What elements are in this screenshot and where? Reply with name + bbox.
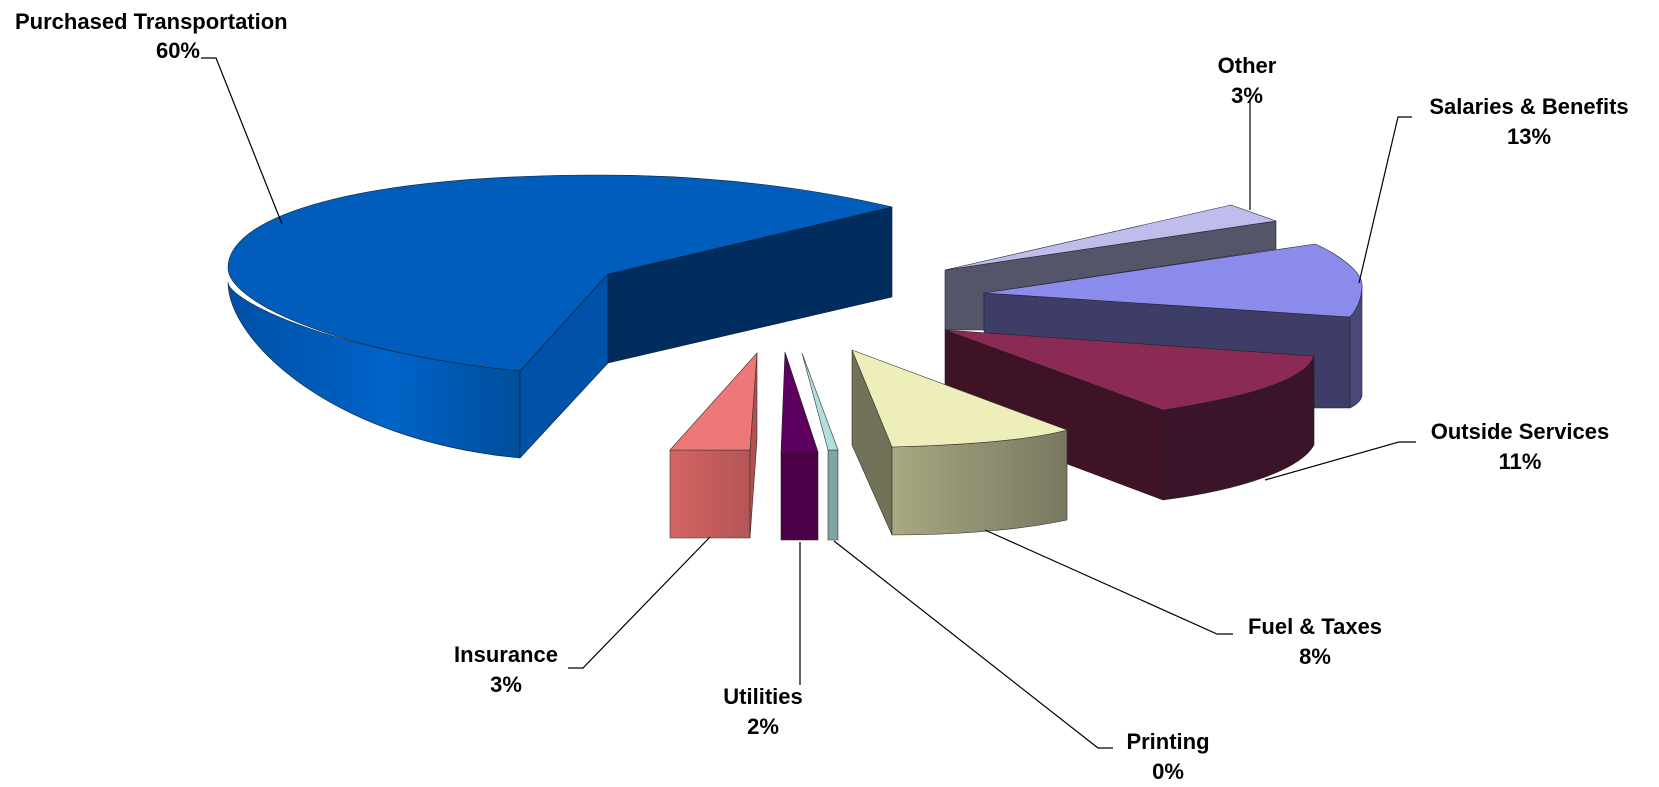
- leader-insurance: [568, 536, 711, 669]
- pct-other: 3%: [1231, 83, 1263, 108]
- pct-utilities: 2%: [747, 714, 779, 739]
- slice-printing-side: [827, 449, 839, 541]
- pct-outside-services: 11%: [1499, 449, 1542, 474]
- label-insurance: Insurance: [454, 642, 558, 667]
- label-outside-services: Outside Services: [1431, 419, 1610, 444]
- slice-salaries-benefits-top: [983, 243, 1363, 318]
- slice-other-top: [944, 204, 1277, 271]
- slice-insurance: [669, 352, 758, 539]
- label-other: Other: [1218, 53, 1277, 78]
- label-printing: Printing: [1126, 729, 1209, 754]
- slice-utilities-top: [780, 351, 819, 453]
- leader-outside-services: [1264, 441, 1416, 481]
- label-salaries-benefits: Salaries & Benefits: [1429, 94, 1628, 119]
- slice-purchased-transportation: [227, 174, 893, 459]
- pct-printing: 0%: [1152, 759, 1184, 784]
- slice-fuel-taxes: [851, 349, 1068, 536]
- pct-salaries-benefits: 13%: [1507, 124, 1551, 149]
- leader-printing: [833, 540, 1113, 749]
- slice-outside-services-top: [944, 329, 1315, 411]
- pct-fuel-taxes: 8%: [1299, 644, 1331, 669]
- slice-fuel-taxes-top: [851, 349, 1068, 448]
- label-utilities: Utilities: [723, 684, 802, 709]
- leader-fuel-taxes: [984, 529, 1233, 635]
- label-purchased-transportation: Purchased Transportation: [15, 9, 288, 34]
- label-fuel-taxes: Fuel & Taxes: [1248, 614, 1382, 639]
- slice-printing: [801, 352, 839, 541]
- leader-purchased-transportation: [201, 57, 283, 225]
- leader-salaries-benefits: [1358, 116, 1412, 284]
- slice-purchased-transportation-top: [227, 174, 893, 372]
- pct-insurance: 3%: [490, 672, 522, 697]
- slice-insurance-top: [669, 352, 758, 451]
- slice-printing-top: [801, 352, 839, 451]
- slice-outside-services: [944, 329, 1315, 501]
- slice-insurance-side: [669, 449, 751, 539]
- slice-utilities: [780, 351, 819, 541]
- slice-utilities-side: [780, 451, 819, 541]
- pct-purchased-transportation: 60%: [156, 38, 200, 63]
